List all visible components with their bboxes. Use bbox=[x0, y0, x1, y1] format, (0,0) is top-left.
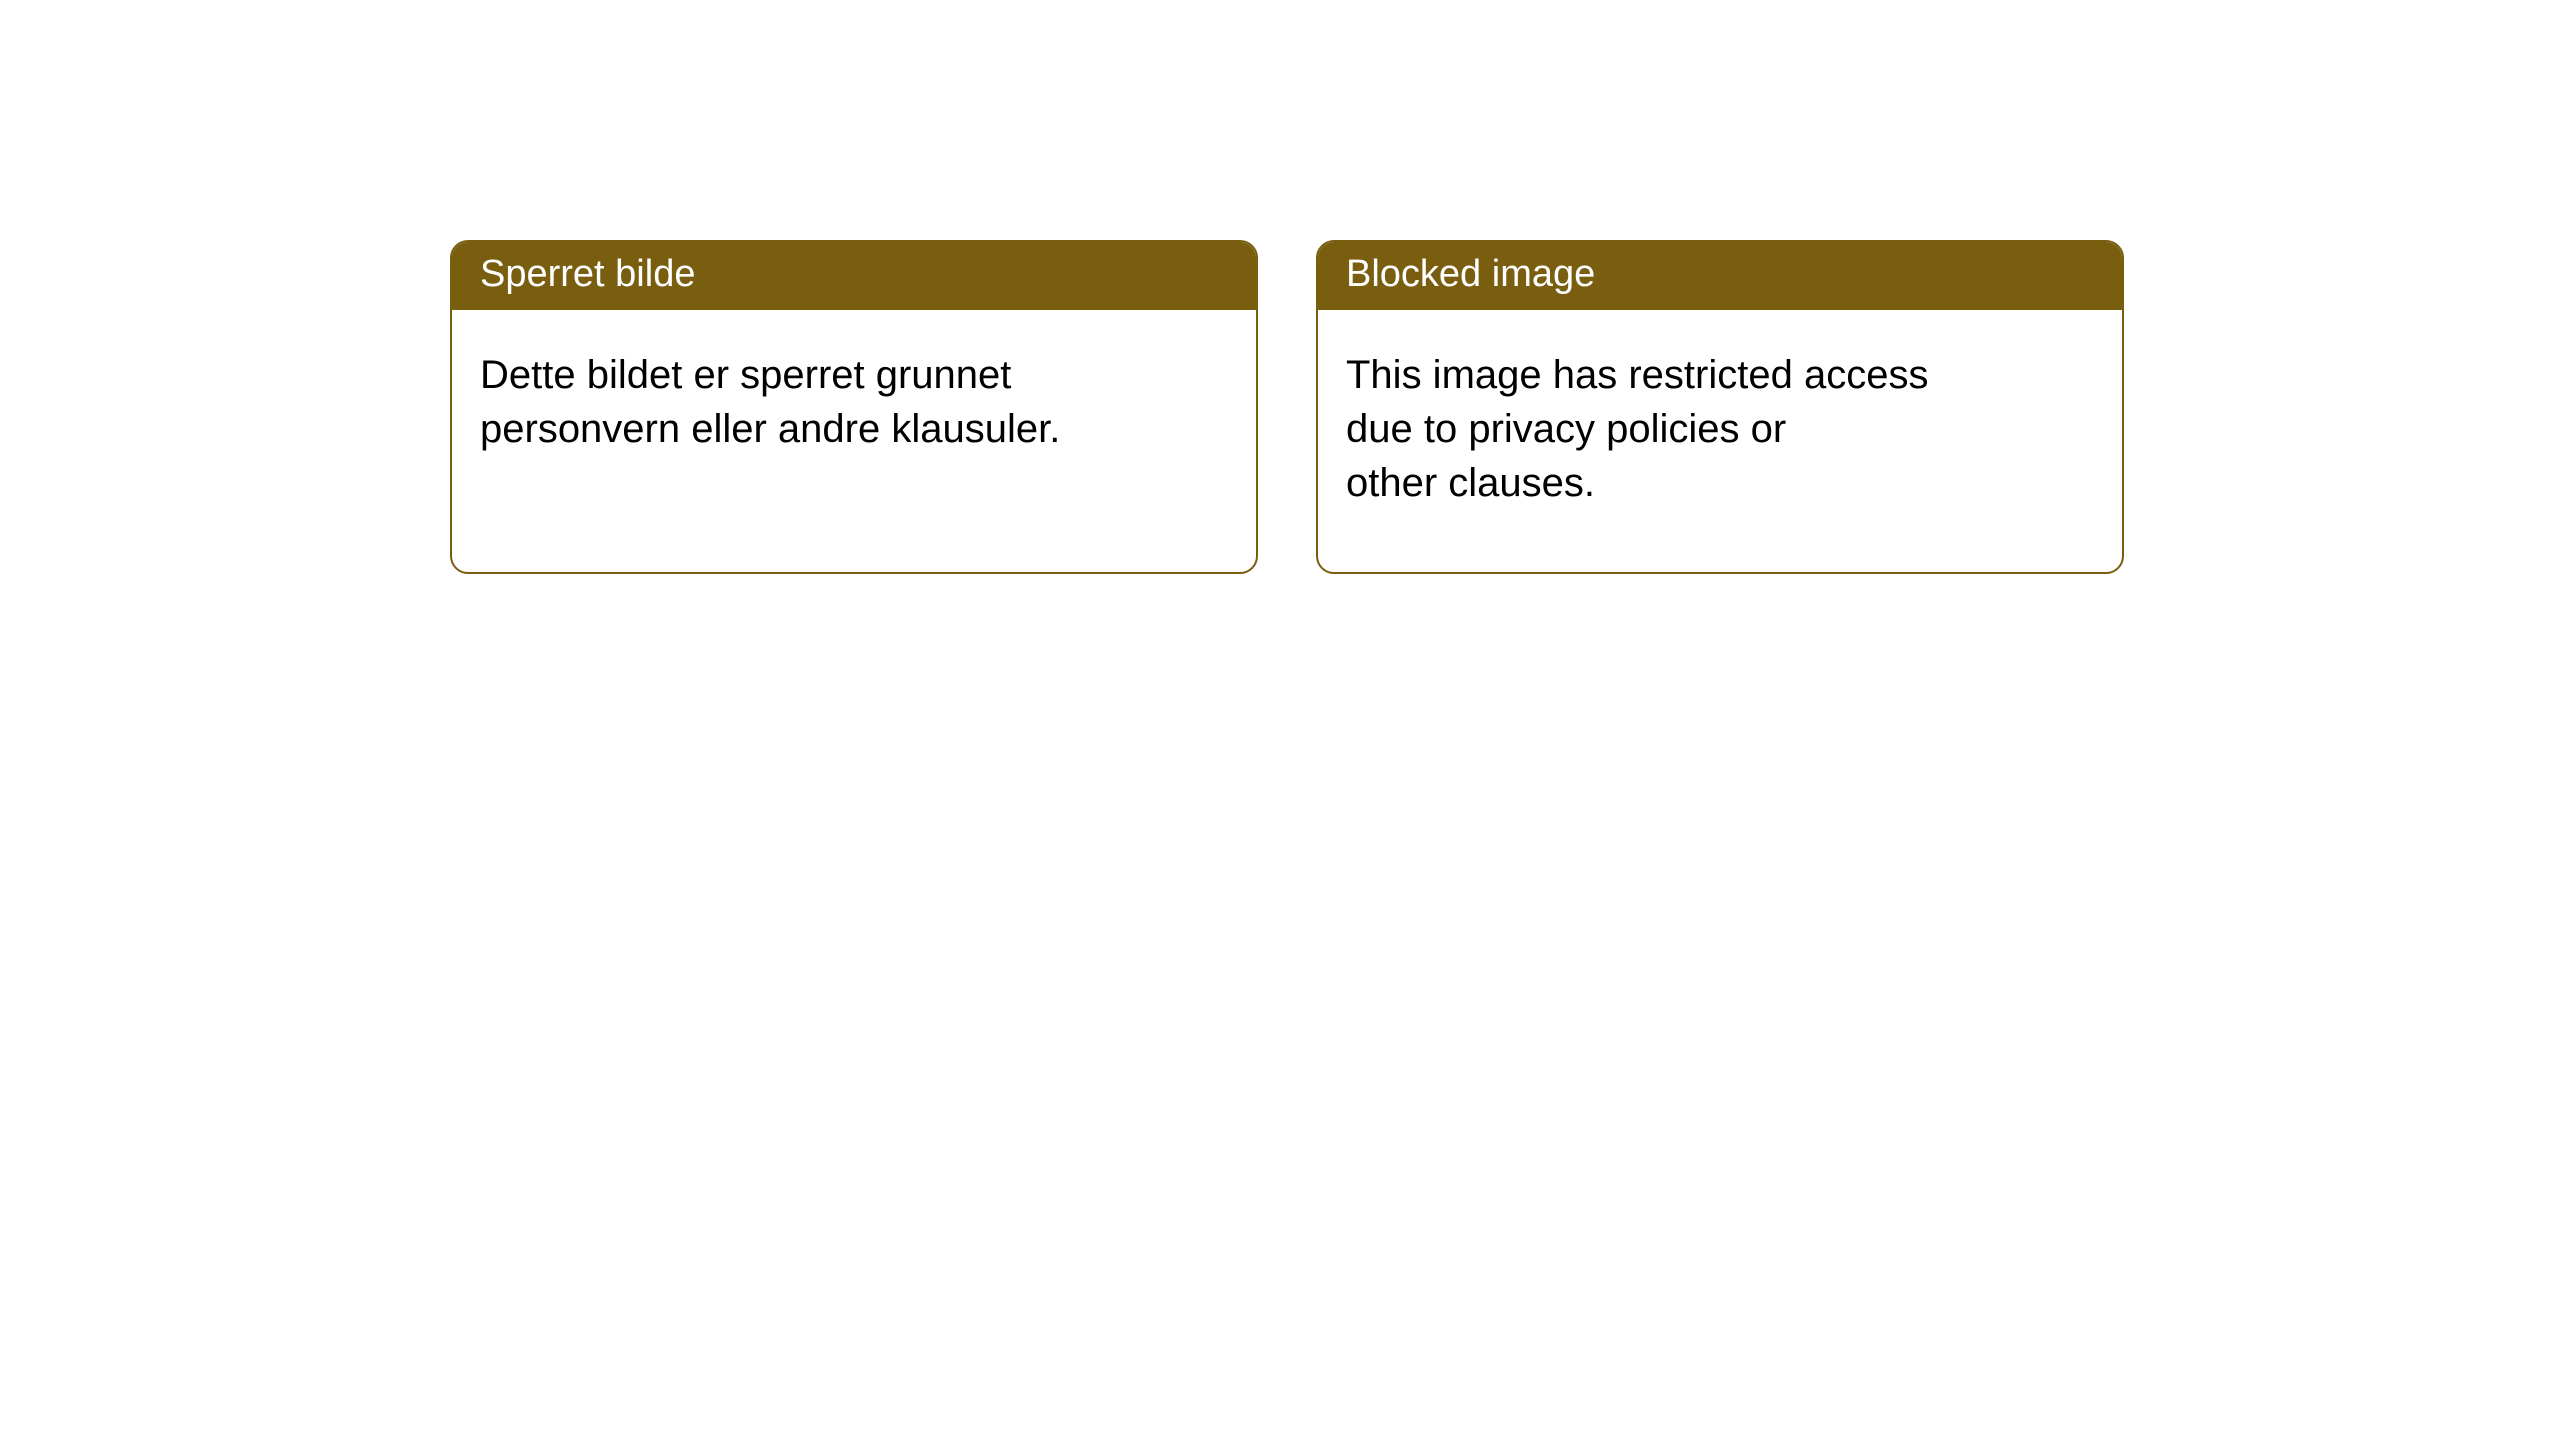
notice-title: Blocked image bbox=[1318, 242, 2122, 310]
notice-body: This image has restricted access due to … bbox=[1318, 310, 2122, 572]
notice-title: Sperret bilde bbox=[452, 242, 1256, 310]
notice-container: Sperret bilde Dette bildet er sperret gr… bbox=[450, 240, 2124, 574]
notice-box-norwegian: Sperret bilde Dette bildet er sperret gr… bbox=[450, 240, 1258, 574]
notice-box-english: Blocked image This image has restricted … bbox=[1316, 240, 2124, 574]
notice-body: Dette bildet er sperret grunnet personve… bbox=[452, 310, 1256, 545]
